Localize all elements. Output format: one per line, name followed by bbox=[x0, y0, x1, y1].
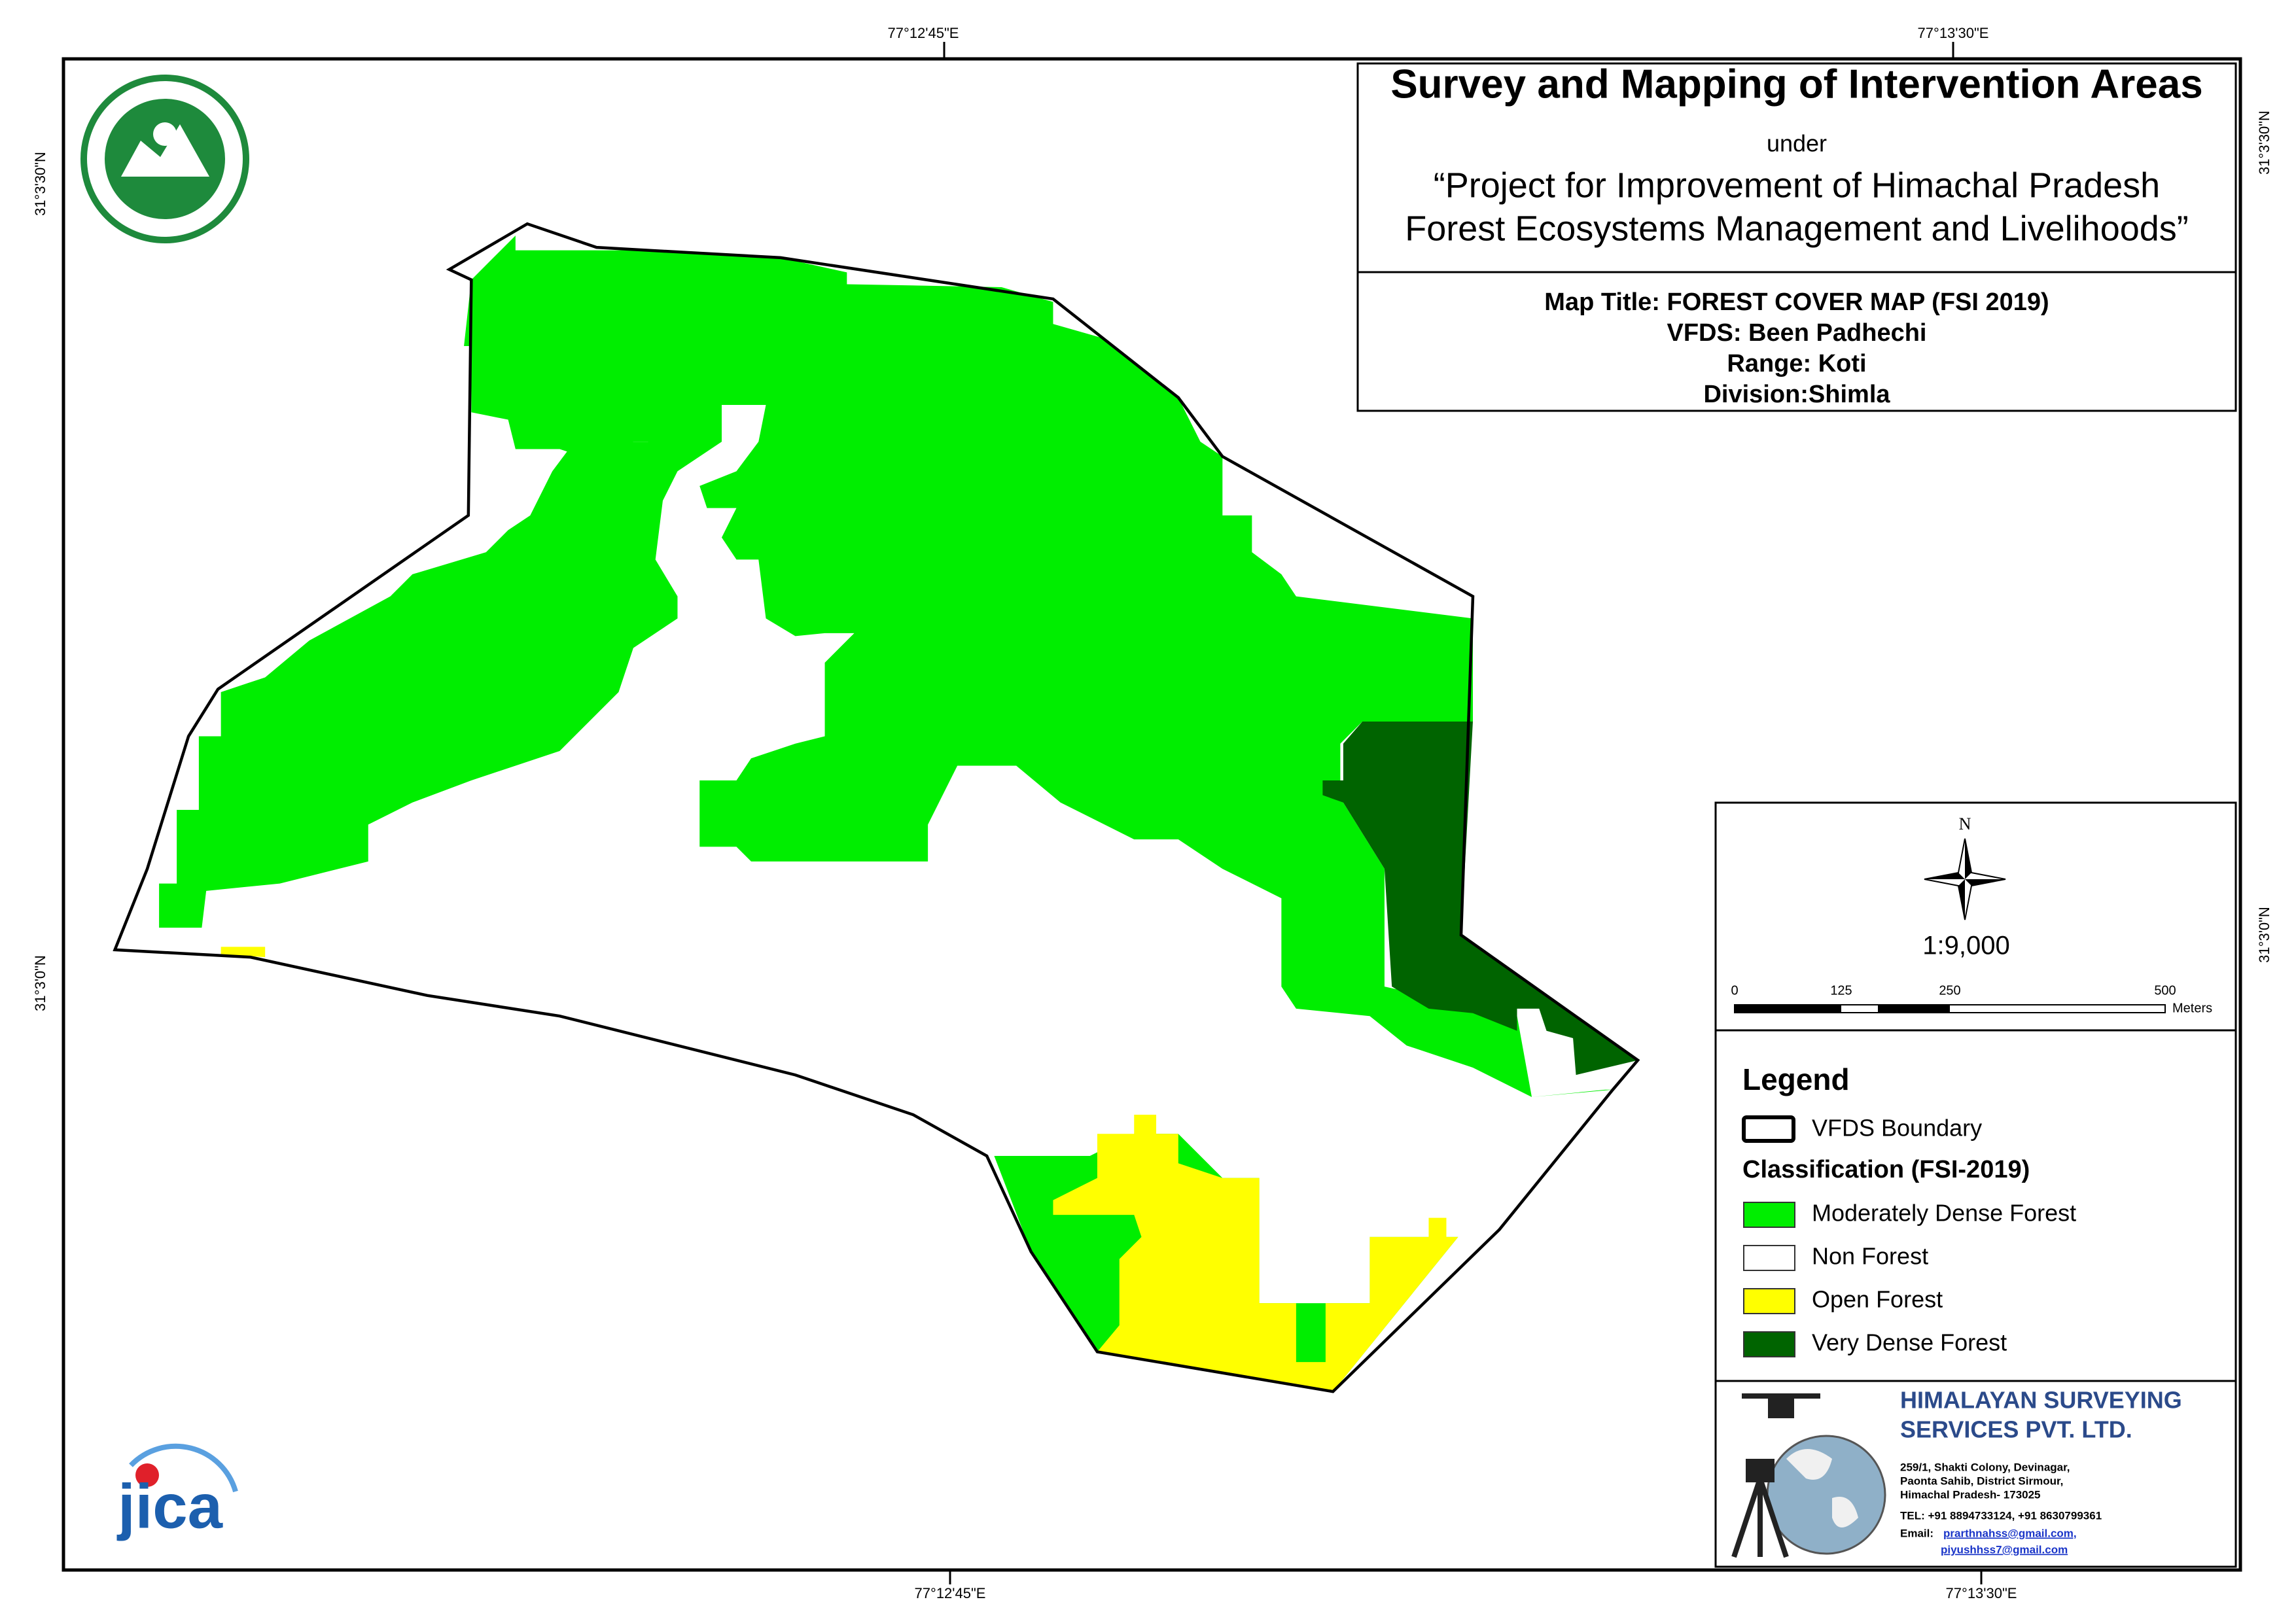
north-label: N bbox=[1959, 814, 1971, 833]
coord-label: 77°12'45"E bbox=[888, 25, 959, 41]
email-link[interactable]: piyushhss7@gmail.com bbox=[1941, 1543, 2068, 1556]
address: Himachal Pradesh- 173025 bbox=[1900, 1488, 2041, 1501]
email-link[interactable]: prarthnahss@gmail.com, bbox=[1943, 1527, 2077, 1539]
very-dense-forest bbox=[1322, 721, 1638, 1075]
map-info: VFDS: Been Padhechi bbox=[1667, 319, 1927, 347]
coord-label: 77°13'30"E bbox=[1946, 1585, 2017, 1601]
coord-label: 31°3'0"N bbox=[2256, 907, 2272, 963]
legend-panel bbox=[1714, 801, 2237, 1568]
forest-dept-logo bbox=[80, 75, 249, 243]
moderately-dense-forest bbox=[159, 405, 722, 928]
under: under bbox=[1767, 130, 1827, 157]
legend-label: Open Forest bbox=[1812, 1286, 1943, 1313]
coord-label: 31°3'30"N bbox=[32, 152, 48, 216]
coord-label: 31°3'30"N bbox=[2256, 111, 2272, 175]
open-forest bbox=[1053, 1115, 1458, 1392]
legend-label: Non Forest bbox=[1812, 1243, 1928, 1270]
project: “Project for Improvement of Himachal Pra… bbox=[1434, 166, 2160, 205]
jica-text: jica bbox=[116, 1471, 223, 1541]
legend-label: Very Dense Forest bbox=[1812, 1329, 2007, 1356]
project: Forest Ecosystems Management and Livelih… bbox=[1405, 209, 2189, 248]
company-name: HIMALAYAN SURVEYING bbox=[1900, 1387, 2182, 1414]
north-arrow bbox=[1924, 838, 2006, 920]
company-logo bbox=[1731, 1393, 1886, 1558]
legend-subtitle: Classification (FSI-2019) bbox=[1742, 1156, 2030, 1183]
map-area bbox=[113, 222, 1640, 1393]
company-name: SERVICES PVT. LTD. bbox=[1900, 1416, 2132, 1443]
map-info: Division:Shimla bbox=[1703, 381, 1890, 408]
scale-label: 250 bbox=[1939, 983, 1960, 998]
scale-unit: Meters bbox=[2172, 1001, 2212, 1015]
scale-label: 0 bbox=[1731, 983, 1738, 998]
scale-label: 125 bbox=[1830, 983, 1852, 998]
info-box bbox=[1356, 271, 2237, 412]
moderately-dense-forest bbox=[464, 236, 1613, 1097]
vfds-boundary bbox=[113, 222, 1640, 1393]
map-info: Map Title: FOREST COVER MAP (FSI 2019) bbox=[1544, 288, 2049, 316]
legend-swatch bbox=[1742, 1115, 1795, 1143]
coord-label: 77°12'45"E bbox=[915, 1585, 986, 1601]
legend-label: Moderately Dense Forest bbox=[1812, 1200, 2076, 1227]
scale-bar bbox=[1734, 1004, 2166, 1013]
jica-logo: jica bbox=[116, 1443, 238, 1541]
scale-ratio: 1:9,000 bbox=[1922, 932, 2009, 960]
legend-swatch bbox=[1743, 1331, 1795, 1357]
address: 259/1, Shakti Colony, Devinagar, bbox=[1900, 1461, 2070, 1473]
map-info: Range: Koti bbox=[1727, 350, 1866, 377]
legend-swatch bbox=[1743, 1288, 1795, 1314]
address: Paonta Sahib, District Sirmour, bbox=[1900, 1475, 2063, 1487]
legend-title: Legend bbox=[1742, 1062, 1850, 1096]
legend-items: Moderately Dense Forest Non Forest Open Fo… bbox=[1743, 1200, 2076, 1357]
coord-label: 31°3'0"N bbox=[32, 955, 48, 1011]
open-forest bbox=[221, 947, 266, 958]
map-frame bbox=[62, 57, 2242, 1572]
legend-swatch bbox=[1743, 1202, 1795, 1228]
address: TEL: +91 8894733124, +91 8630799361 bbox=[1900, 1509, 2102, 1522]
title-box bbox=[1356, 62, 2237, 273]
coord-label: 77°13'30"E bbox=[1918, 25, 1989, 41]
legend-swatch bbox=[1743, 1245, 1795, 1271]
scale-label: 500 bbox=[2154, 983, 2176, 998]
title: Survey and Mapping of Intervention Areas bbox=[1390, 61, 2202, 107]
legend-label: VFDS Boundary bbox=[1812, 1115, 1982, 1142]
email-label: Email: bbox=[1900, 1527, 1934, 1539]
